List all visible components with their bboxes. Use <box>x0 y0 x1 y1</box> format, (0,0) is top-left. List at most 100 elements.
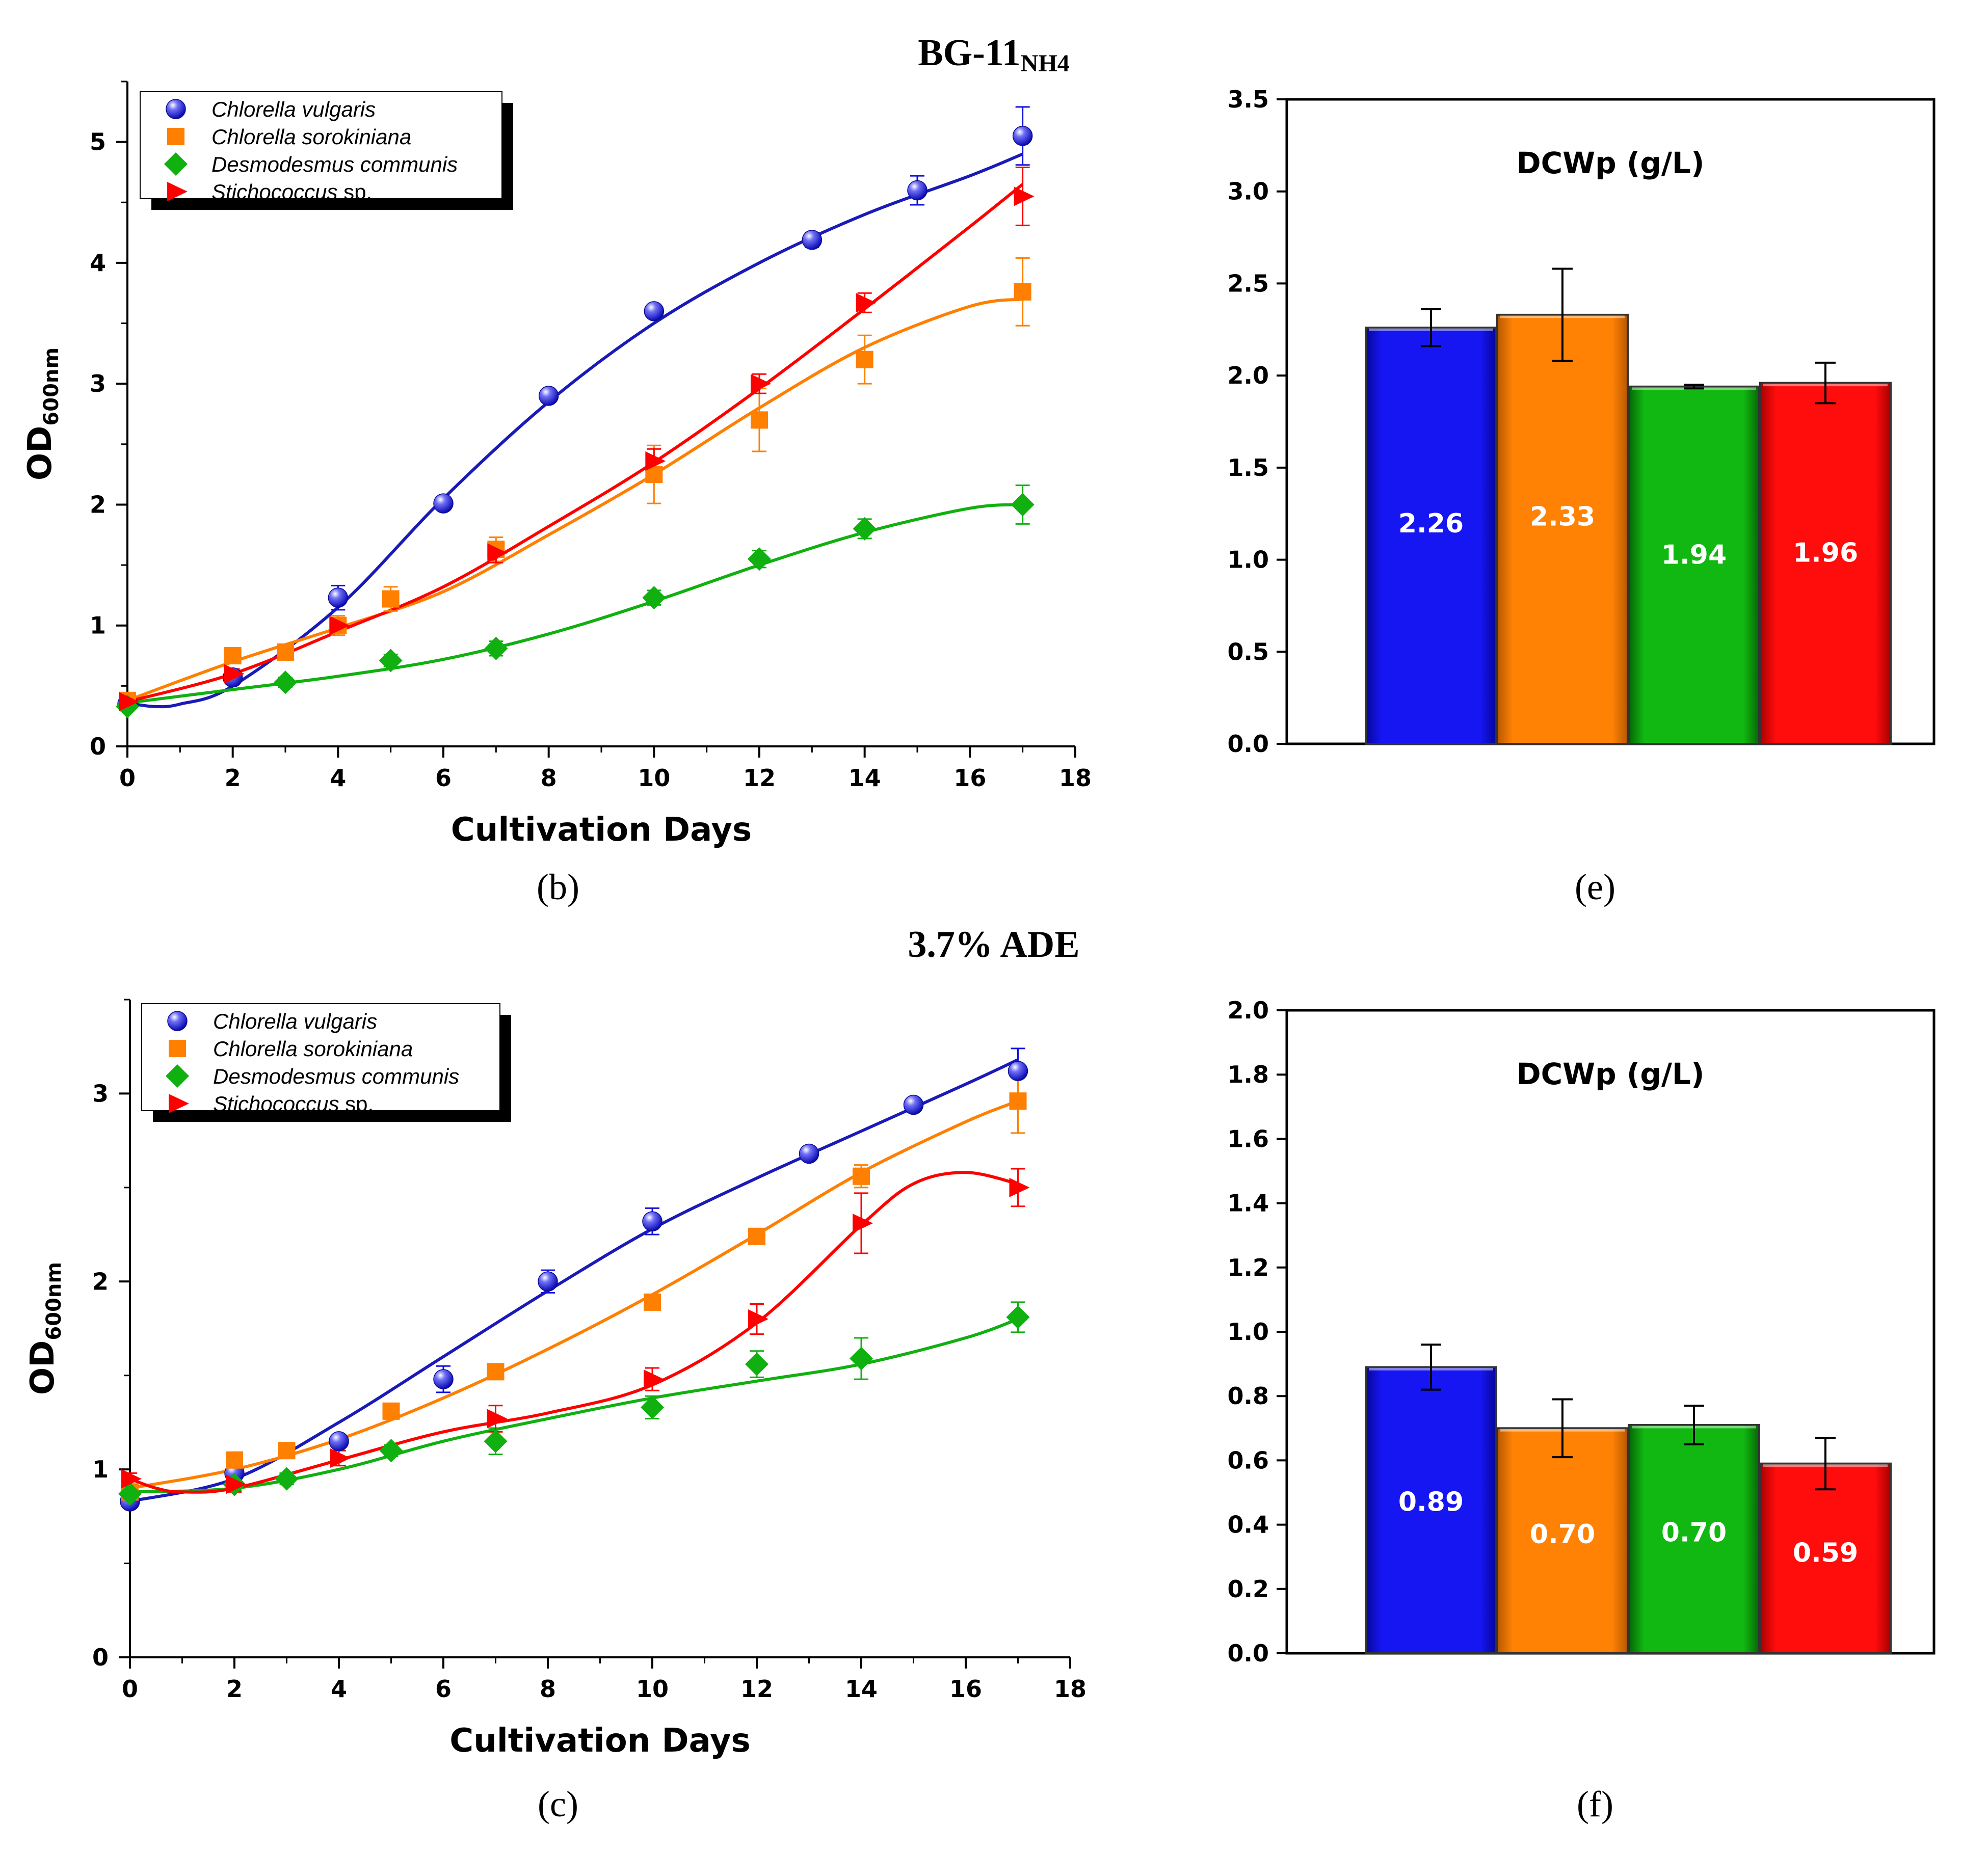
bar-value-label: 2.33 <box>1530 502 1595 532</box>
legend-label: Stichococcus sp. <box>211 180 372 204</box>
fit-curve-sphere <box>127 152 1023 709</box>
y-tick-label: 0.2 <box>1228 1575 1269 1603</box>
y-tick-label: 0.8 <box>1228 1382 1269 1410</box>
data-point-sphere <box>907 180 927 201</box>
legend-marker-triangle <box>169 1094 189 1113</box>
data-point-triangle <box>119 692 139 712</box>
data-point-sphere <box>799 1143 819 1164</box>
y-tick-label: 3.0 <box>1228 178 1269 205</box>
data-point-diamond <box>850 1347 873 1371</box>
data-point-diamond <box>484 1429 508 1453</box>
y-tick-label: 0.6 <box>1228 1446 1269 1474</box>
data-point-diamond <box>745 1352 768 1376</box>
panel-label-b: (b) <box>537 867 579 907</box>
data-point-square <box>1009 1092 1027 1110</box>
data-point-square <box>1014 283 1031 301</box>
y-tick-label: 1.0 <box>1228 546 1269 574</box>
data-point-triangle <box>329 615 350 635</box>
data-point-square <box>748 1227 765 1245</box>
x-tick-label: 8 <box>541 764 557 792</box>
legend-box <box>140 91 502 199</box>
fit-curve-square <box>126 298 1023 702</box>
legend-label-name: Chlorella sorokiniana <box>213 1037 413 1061</box>
data-point-triangle <box>330 1448 351 1468</box>
legend-label-name: Chlorella vulgaris <box>211 97 376 121</box>
data-point-triangle <box>487 543 508 563</box>
legend-label-name: Chlorella vulgaris <box>213 1009 377 1033</box>
legend-label-name: Stichococcus <box>211 180 337 204</box>
data-point-square <box>487 1363 505 1381</box>
section-title-bg11-sub: NH4 <box>1021 50 1070 77</box>
legend-label: Chlorella sorokiniana <box>213 1037 413 1061</box>
fit-curve-triangle <box>129 1171 1019 1494</box>
legend-marker-sphere <box>167 1011 188 1031</box>
y-tick-label: 5 <box>90 128 106 156</box>
bar <box>1365 1366 1497 1654</box>
x-tick-label: 18 <box>1054 1675 1086 1703</box>
y-tick-label: 1.4 <box>1228 1190 1269 1217</box>
y-axis-label-sub: 600nm <box>40 347 63 426</box>
data-point-sphere <box>1012 126 1033 146</box>
y-tick-label: 1.2 <box>1228 1254 1269 1281</box>
data-point-triangle <box>751 374 771 394</box>
x-tick-label: 12 <box>740 1675 773 1703</box>
legend-label: Chlorella vulgaris <box>213 1009 377 1033</box>
legend-label-name: Stichococcus <box>213 1092 339 1116</box>
data-point-sphere <box>328 587 349 608</box>
x-tick-label: 2 <box>225 764 241 792</box>
y-axis-label: OD600nm <box>24 1262 66 1395</box>
legend-label: Desmodesmus communis <box>211 152 458 176</box>
fit-curve-triangle <box>127 183 1024 704</box>
y-tick-label: 1.5 <box>1228 454 1269 481</box>
data-point-diamond <box>853 517 877 541</box>
data-point-square <box>853 1167 870 1185</box>
y-tick-label: 2 <box>92 1268 109 1295</box>
bar-value-label: 1.94 <box>1661 540 1727 570</box>
data-point-triangle <box>1009 1177 1030 1197</box>
data-point-square <box>644 1293 661 1311</box>
x-tick-label: 6 <box>435 1675 452 1703</box>
bar-chart-title: DCWp (g/L) <box>1516 1057 1704 1091</box>
y-tick-label: 3 <box>92 1080 109 1107</box>
y-axis-label-main: OD <box>24 1340 62 1395</box>
fit-curve-diamond <box>127 503 1023 705</box>
data-point-triangle <box>224 664 245 684</box>
data-point-square <box>382 590 400 608</box>
data-point-triangle <box>487 1409 508 1429</box>
data-point-sphere <box>538 386 559 406</box>
data-point-diamond <box>484 636 508 660</box>
x-tick-label: 4 <box>331 1675 347 1703</box>
bar <box>1628 1423 1760 1654</box>
y-tick-label: 0 <box>92 1644 109 1671</box>
y-tick-label: 3 <box>90 370 106 397</box>
panel-label-f: (f) <box>1577 1784 1613 1824</box>
data-point-square <box>277 643 294 661</box>
bar <box>1759 382 1892 745</box>
data-point-diamond <box>118 1482 142 1506</box>
panel-label-c: (c) <box>538 1784 578 1824</box>
data-point-sphere <box>329 1431 349 1452</box>
data-point-sphere <box>538 1271 558 1292</box>
data-point-triangle <box>1014 186 1035 206</box>
data-point-triangle <box>121 1469 142 1489</box>
section-title-bg11: BG-11NH4 <box>918 32 1069 77</box>
x-axis-label: Cultivation Days <box>449 1722 750 1760</box>
data-point-square <box>751 411 768 429</box>
x-tick-label: 10 <box>638 764 670 792</box>
data-point-sphere <box>433 1369 454 1389</box>
y-tick-label: 0.0 <box>1228 1640 1269 1667</box>
bar <box>1628 385 1760 745</box>
data-point-triangle <box>853 1213 873 1233</box>
bar-value-label: 0.70 <box>1530 1519 1595 1550</box>
x-tick-label: 6 <box>435 764 452 792</box>
legend-label: Desmodesmus communis <box>213 1064 459 1088</box>
x-tick-label: 0 <box>122 1675 138 1703</box>
bar <box>1759 1462 1892 1654</box>
y-tick-label: 3.5 <box>1228 86 1269 113</box>
data-point-diamond <box>642 586 666 610</box>
section-title-ade: 3.7% ADE <box>908 924 1079 965</box>
x-tick-label: 18 <box>1059 764 1092 792</box>
y-axis-label-sub: 600nm <box>42 1262 66 1340</box>
data-point-square <box>224 647 242 665</box>
